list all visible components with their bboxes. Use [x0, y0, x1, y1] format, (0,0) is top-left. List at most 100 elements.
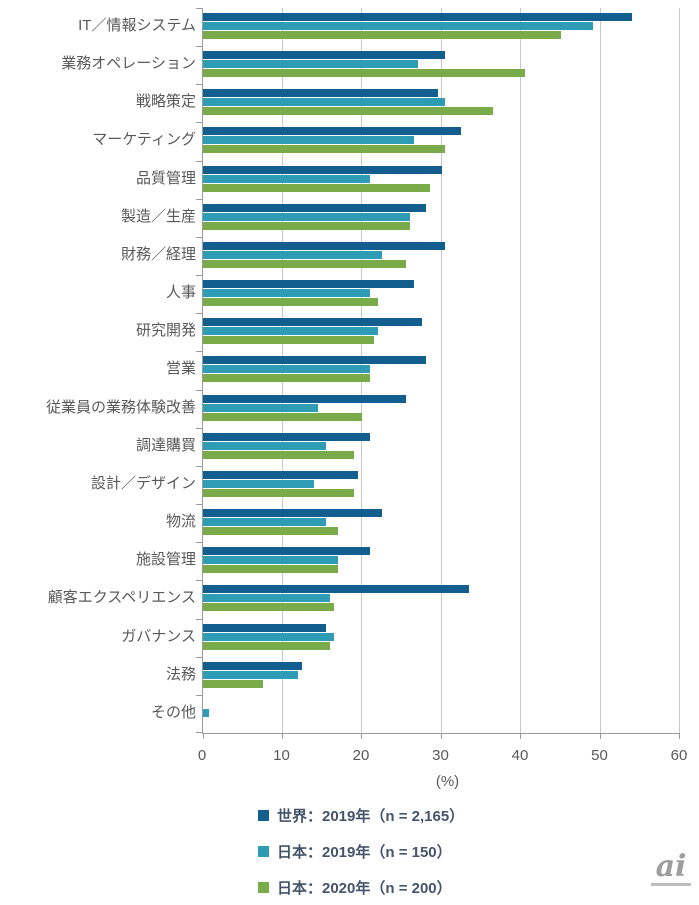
bar: [203, 241, 446, 250]
bar: [203, 374, 370, 383]
bar: [203, 670, 299, 679]
legend-label: 日本：2020年（n = 200）: [277, 879, 452, 897]
category-label: 製造／生産: [120, 207, 196, 225]
bar: [203, 165, 442, 174]
x-axis-tick: [599, 734, 601, 739]
watermark-subtext: [651, 883, 691, 886]
bar-group: [203, 84, 680, 122]
bar-group: [203, 619, 680, 657]
legend-label: 日本：2019年（n = 150）: [277, 843, 452, 861]
y-axis-tick: [196, 466, 202, 467]
y-axis-tick: [196, 122, 202, 123]
bar: [203, 632, 335, 641]
bar: [203, 488, 355, 497]
bar-group: [203, 313, 680, 351]
bar: [203, 565, 339, 574]
x-tick-label: 40: [511, 747, 529, 764]
x-axis-tick: [520, 734, 521, 739]
bar: [203, 441, 327, 450]
bar: [203, 479, 315, 488]
gridline: [520, 8, 521, 733]
bar: [203, 212, 410, 221]
bar: [203, 298, 378, 307]
legend-item: 日本：2019年（n = 150）: [258, 840, 464, 862]
bar: [203, 13, 633, 21]
bar-group: [203, 657, 680, 695]
y-axis-tick: [196, 732, 202, 733]
bar-group: [203, 275, 680, 313]
bar: [203, 556, 339, 565]
bar: [203, 518, 327, 527]
bar-group: [203, 428, 680, 466]
bar: [203, 708, 209, 717]
x-axis-tick: [440, 734, 442, 739]
bar: [203, 51, 446, 60]
legend-swatch: [258, 845, 269, 857]
y-axis-tick: [196, 428, 202, 429]
category-label: 調達購買: [135, 436, 196, 454]
gridline: [599, 8, 601, 733]
bar: [203, 327, 378, 336]
bar: [203, 22, 593, 30]
legend-item: 世界：2019年（n = 2,165）: [258, 804, 464, 826]
bar: [203, 98, 446, 107]
bar-group: [203, 695, 680, 733]
watermark-text: ai: [655, 849, 687, 884]
y-axis-tick: [196, 237, 202, 238]
bar: [203, 679, 263, 688]
bar: [203, 356, 426, 365]
x-tick-label: 0: [197, 747, 207, 764]
category-label: 設計／デザイン: [90, 474, 196, 492]
category-label: IT／情報システム: [78, 17, 196, 34]
y-axis-tick: [196, 275, 202, 276]
bar-group: [203, 351, 680, 389]
bar: [203, 280, 414, 289]
bar: [203, 336, 374, 345]
bar-group: [203, 8, 680, 46]
bar: [203, 31, 561, 39]
bar-group: [203, 580, 680, 618]
bar: [203, 470, 359, 479]
y-axis-tick: [196, 199, 202, 200]
y-axis-tick: [196, 46, 202, 47]
bar-group: [203, 466, 680, 504]
y-axis-tick: [196, 657, 202, 658]
legend-item: 日本：2020年（n = 200）: [258, 876, 464, 898]
bar: [203, 107, 494, 116]
bar: [203, 394, 406, 403]
y-axis-tick: [196, 542, 202, 543]
category-label: 施設管理: [135, 551, 196, 569]
category-label: 営業: [165, 360, 196, 378]
category-label: 物流: [165, 513, 196, 531]
gridline: [679, 8, 680, 733]
gridline: [440, 8, 442, 733]
category-label: 法務: [165, 665, 196, 683]
legend: 世界：2019年（n = 2,165） 日本：2019年（n = 150） 日本：2…: [258, 804, 464, 898]
category-label: 戦略策定: [135, 93, 196, 111]
bar: [203, 145, 446, 154]
bar: [203, 259, 406, 268]
bar: [203, 221, 410, 230]
x-tick-label: 20: [352, 747, 370, 764]
bar: [203, 89, 438, 98]
bar-group: [203, 122, 680, 160]
bar: [203, 203, 426, 212]
bar: [203, 412, 362, 421]
y-axis-tick: [196, 619, 202, 620]
bar-group: [203, 542, 680, 580]
y-axis-tick: [196, 161, 202, 162]
bar: [203, 289, 370, 298]
x-axis-tick: [281, 734, 283, 739]
category-label: 従業員の業務体験改善: [45, 398, 196, 416]
y-axis-tick: [196, 580, 202, 581]
bar: [203, 547, 370, 556]
bar-group: [203, 199, 680, 237]
bar-group: [203, 504, 680, 542]
bar: [203, 60, 418, 69]
x-axis-tick: [679, 734, 680, 739]
category-label: 財務／経理: [120, 245, 196, 263]
bar: [203, 641, 331, 650]
bar: [203, 603, 335, 612]
x-tick-label: 10: [273, 747, 290, 764]
category-label: マーケティング: [92, 131, 196, 149]
